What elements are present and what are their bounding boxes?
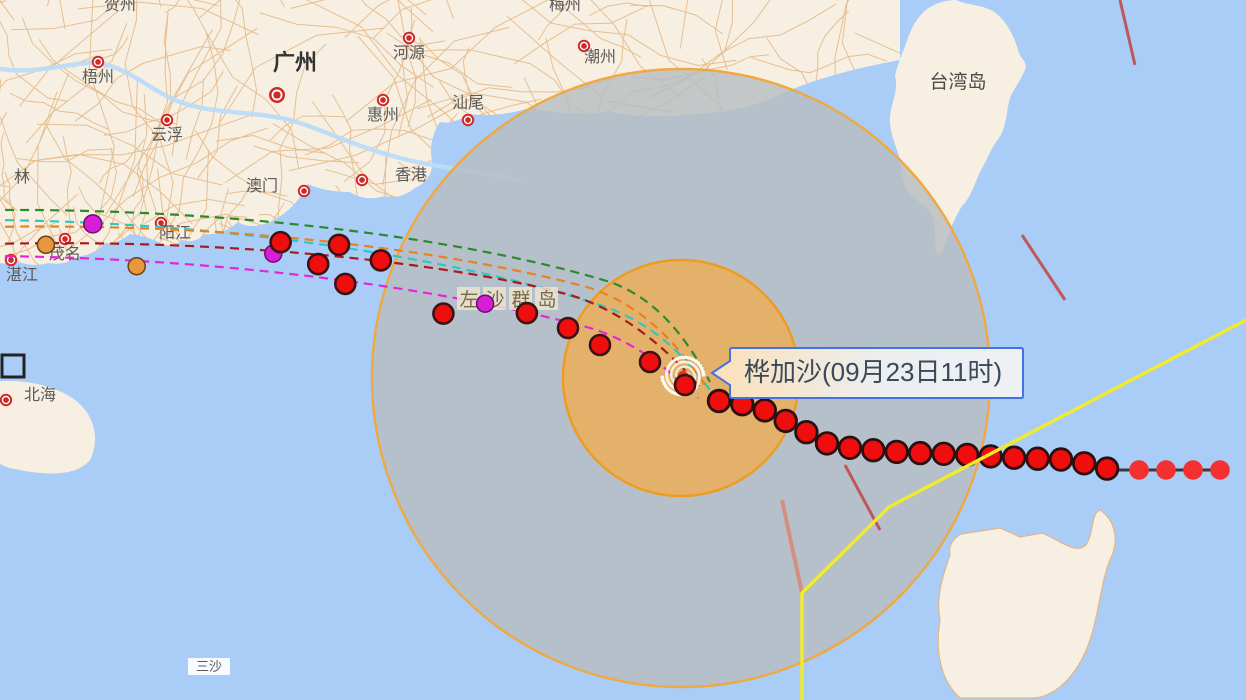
svg-text:桦加沙(09月23日11时): 桦加沙(09月23日11时)	[744, 357, 1002, 387]
svg-text:潮州: 潮州	[584, 48, 616, 66]
svg-text:河源: 河源	[393, 44, 425, 62]
svg-text:左: 左	[459, 289, 478, 311]
svg-text:广州: 广州	[273, 50, 317, 75]
svg-text:台湾岛: 台湾岛	[929, 71, 986, 93]
svg-text:梅州: 梅州	[549, 0, 581, 14]
svg-text:云浮: 云浮	[151, 126, 183, 144]
svg-text:岛: 岛	[537, 289, 556, 311]
svg-text:澳门: 澳门	[246, 177, 278, 195]
svg-text:惠州: 惠州	[367, 106, 399, 124]
svg-text:梧州: 梧州	[82, 68, 114, 86]
svg-text:三沙: 三沙	[196, 659, 222, 674]
svg-text:香港: 香港	[395, 166, 427, 184]
svg-text:湛江: 湛江	[6, 266, 38, 284]
svg-text:贺州: 贺州	[104, 0, 136, 14]
svg-text:林: 林	[14, 168, 30, 186]
svg-text:汕尾: 汕尾	[452, 94, 484, 112]
svg-text:北海: 北海	[24, 386, 56, 404]
